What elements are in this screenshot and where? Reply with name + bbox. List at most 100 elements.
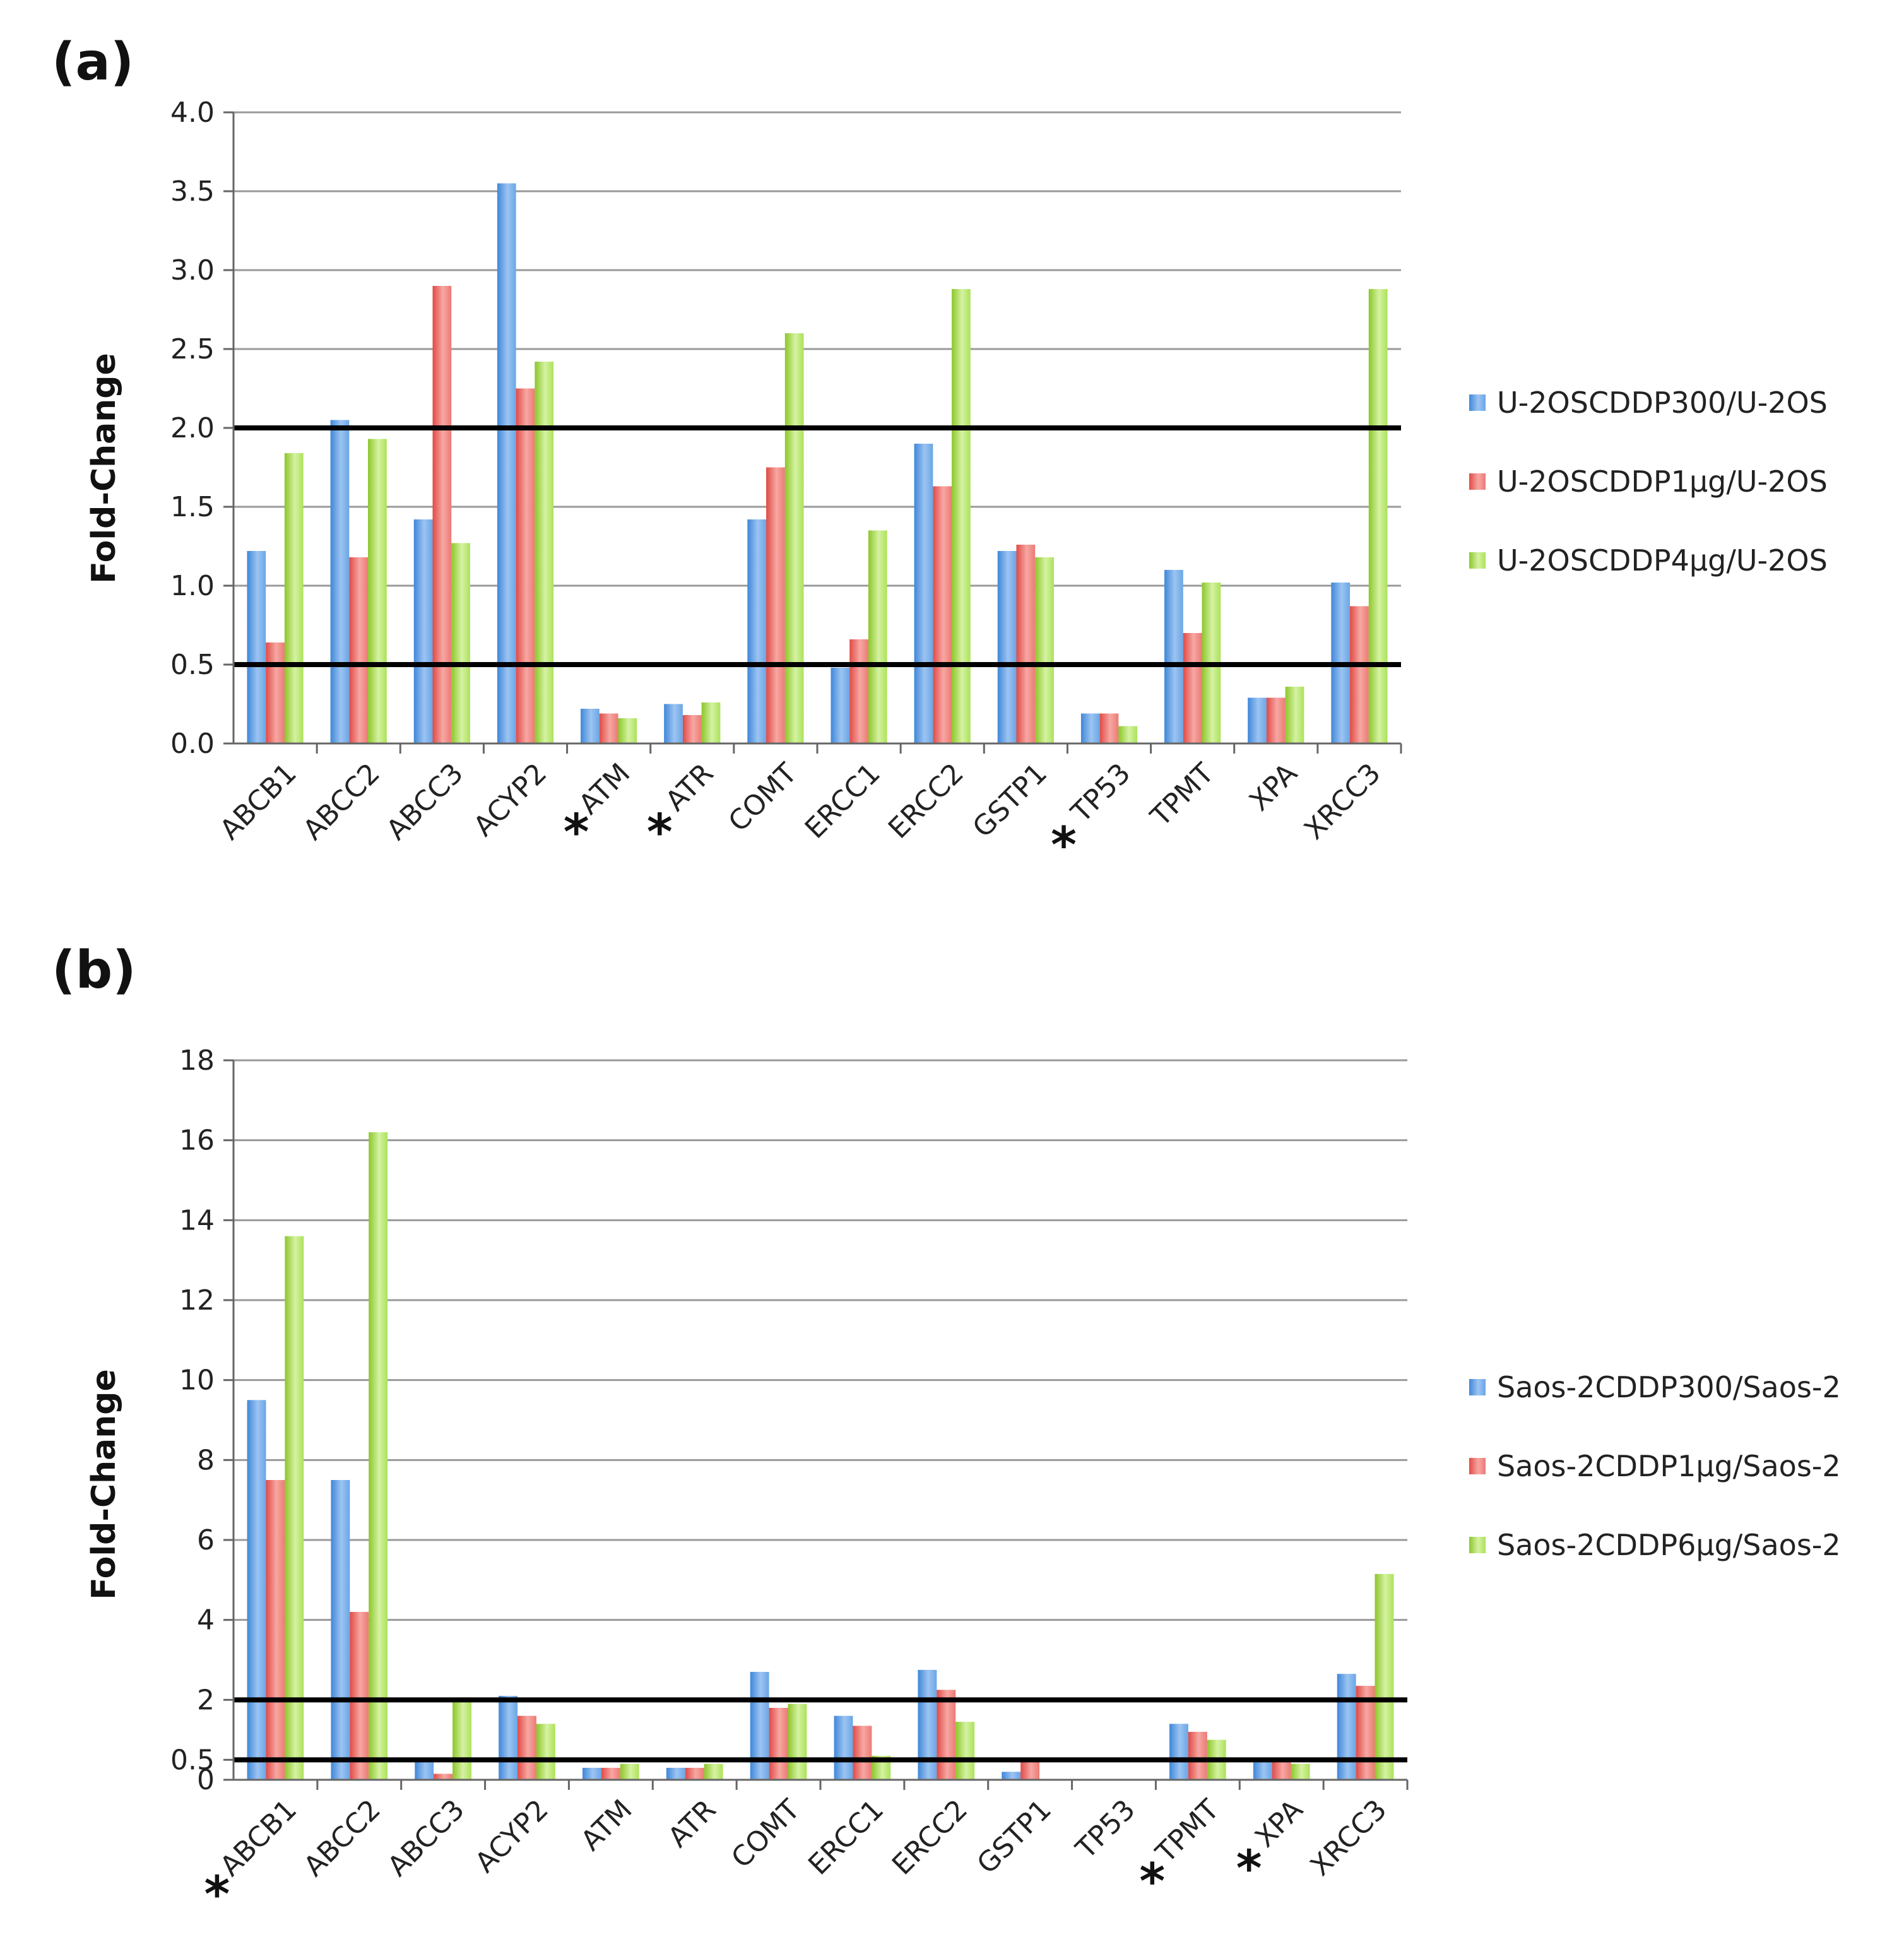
significance-star: * (1139, 1854, 1165, 1910)
bar-tpmt-series-2 (1188, 1732, 1207, 1780)
bar-gstp1-series-2 (1020, 1760, 1040, 1780)
y-tick-label: 1.5 (170, 491, 215, 523)
x-category-label: ACYP2 (468, 757, 553, 843)
x-category-label: ABCC3 (381, 757, 470, 846)
y-tick-label: 4.0 (170, 97, 215, 129)
legend-a-swatch-3 (1469, 552, 1486, 569)
y-tick-label: 8 (197, 1444, 215, 1476)
bar-atm-series-3 (620, 1763, 639, 1780)
bar-ercc1-series-3 (868, 530, 887, 743)
y-tick-label: 14 (179, 1204, 215, 1236)
bar-atm-series-1 (581, 709, 600, 743)
legend-b-swatch-3 (1469, 1537, 1486, 1553)
bar-gstp1-series-2 (1016, 545, 1036, 743)
y-tick-label: 0.5 (170, 1744, 215, 1776)
bar-tp53-series-2 (1099, 713, 1119, 743)
bar-ercc1-series-2 (849, 639, 868, 743)
bar-abcb1-series-1 (247, 551, 266, 743)
x-category-label: ABCC2 (297, 757, 386, 846)
significance-star: * (564, 805, 589, 861)
x-category-label: XPA (1243, 757, 1303, 817)
bar-atr-series-1 (664, 704, 683, 743)
bar-abcb1-series-3 (285, 1236, 304, 1780)
bar-comt-series-1 (747, 519, 767, 743)
bar-acyp2-series-3 (536, 1724, 555, 1780)
x-category-label: XRCC3 (1304, 1794, 1393, 1883)
legend-b-swatch-1 (1469, 1379, 1486, 1395)
bar-abcb1-series-2 (266, 1480, 285, 1780)
panel-b-bars (247, 1132, 1394, 1780)
x-category-label: ERCC2 (886, 1794, 974, 1881)
bar-ercc1-series-2 (853, 1726, 872, 1780)
bar-ercc1-series-1 (831, 668, 850, 743)
panel-b-stars: * * * (204, 1841, 1262, 1924)
bar-abcb1-series-3 (284, 453, 304, 743)
y-tick-label: 16 (179, 1125, 215, 1157)
bar-comt-series-3 (784, 333, 804, 743)
legend-b-label-2: Saos-2CDDP1μg/Saos-2 (1497, 1449, 1841, 1483)
x-category-label: ABCC3 (382, 1794, 471, 1883)
bar-gstp1-series-1 (1002, 1772, 1021, 1780)
panel-a-label: (a) (52, 32, 134, 92)
bar-abcb1-series-2 (266, 642, 285, 743)
y-tick-label: 6 (197, 1524, 215, 1556)
panel-a-y-ticks: 0.0 0.5 1.0 1.5 2.0 2.5 3.0 3.5 4.0 (170, 97, 235, 760)
bar-tpmt-series-1 (1164, 570, 1183, 743)
bar-ercc2-series-3 (955, 1722, 975, 1780)
x-category-label: ATR (662, 1794, 723, 1854)
bar-abcc3-series-1 (415, 1760, 434, 1780)
panel-b-y-ticks: 00.5 2 4 6 8 10 12 14 16 18 (170, 1045, 235, 1796)
bar-ercc1-series-1 (834, 1715, 853, 1780)
x-category-label: TPMT (1144, 757, 1220, 833)
y-tick-label: 1.0 (170, 570, 215, 602)
legend-a-swatch-1 (1469, 394, 1486, 411)
bar-ercc2-series-2 (937, 1690, 956, 1780)
bar-xpa-series-1 (1248, 697, 1267, 743)
panel-b-grid (234, 1059, 1407, 1781)
bar-atr-series-3 (701, 702, 721, 743)
bar-ercc2-series-3 (952, 289, 971, 743)
y-tick-label: 10 (179, 1365, 215, 1397)
bar-xrcc3-series-1 (1337, 1674, 1356, 1780)
y-tick-label: 2.0 (170, 412, 215, 444)
bar-tpmt-series-1 (1169, 1724, 1188, 1780)
bar-comt-series-3 (788, 1703, 807, 1780)
y-tick-label: 0.0 (170, 728, 215, 760)
bar-gstp1-series-3 (1035, 557, 1054, 743)
x-category-label: ATM (575, 1794, 639, 1857)
x-category-label: TP53 (1070, 1794, 1142, 1866)
x-category-label: ERCC1 (802, 1794, 890, 1881)
bar-abcc3-series-2 (432, 286, 452, 743)
legend-b-label-1: Saos-2CDDP300/Saos-2 (1497, 1370, 1841, 1404)
bar-comt-series-2 (766, 467, 785, 743)
x-category-label: ACYP2 (469, 1794, 555, 1880)
bar-xrcc3-series-2 (1350, 606, 1369, 743)
legend-b-label-3: Saos-2CDDP6μg/Saos-2 (1497, 1528, 1841, 1562)
bar-acyp2-series-2 (517, 1715, 536, 1780)
bar-atm-series-2 (601, 1768, 620, 1780)
y-tick-label: 18 (179, 1045, 215, 1077)
bar-xpa-series-2 (1266, 697, 1286, 743)
panel-b-y-axis-label: Fold-Change (85, 1369, 123, 1600)
bar-abcc2-series-1 (330, 420, 350, 743)
y-tick-label: 4 (197, 1604, 215, 1637)
y-tick-label: 0.5 (170, 649, 215, 681)
bar-tpmt-series-2 (1183, 633, 1202, 743)
y-tick-label: 2 (197, 1684, 215, 1716)
bar-acyp2-series-1 (499, 1696, 518, 1780)
bar-xpa-series-3 (1291, 1763, 1310, 1780)
x-category-label: COMT (723, 757, 803, 838)
bar-gstp1-series-1 (997, 551, 1017, 743)
x-category-label: ABCC2 (298, 1794, 387, 1883)
bar-abcc2-series-1 (331, 1480, 350, 1780)
panel-b-thresholds (234, 1697, 1407, 1763)
x-category-label: ERCC2 (882, 757, 970, 845)
x-category-label: ABCB1 (214, 757, 303, 846)
bar-acyp2-series-3 (535, 362, 554, 743)
bar-atr-series-3 (704, 1763, 723, 1780)
bar-comt-series-2 (769, 1708, 788, 1780)
bar-abcc3-series-2 (434, 1773, 453, 1780)
